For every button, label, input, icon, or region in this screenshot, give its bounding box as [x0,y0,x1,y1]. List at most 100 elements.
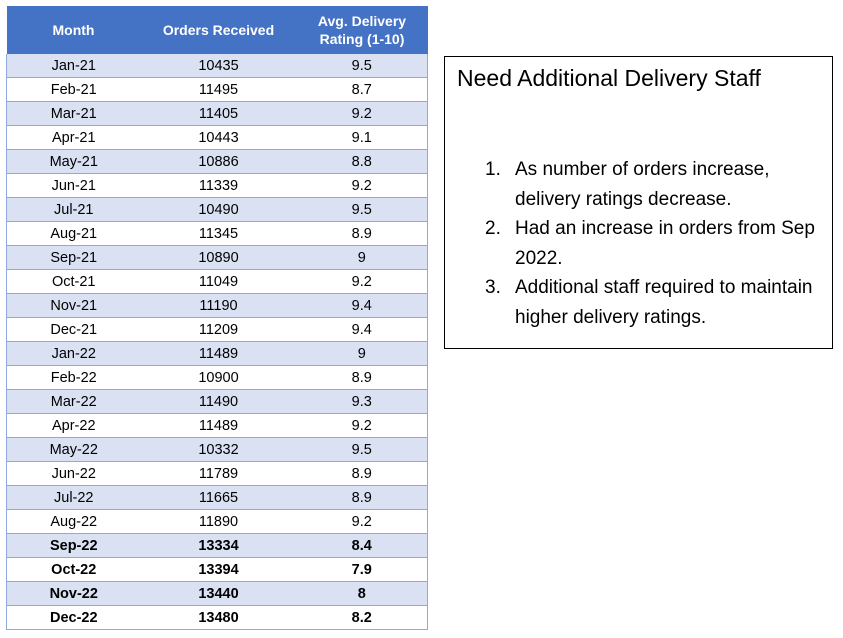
table-row: Sep-21 10890 9 [6,245,428,270]
header-rating-line1: Avg. Delivery [317,13,407,29]
cell-rating: 8.8 [296,149,428,174]
cell-month: Jan-21 [6,54,141,78]
header-orders: Orders Received [140,6,297,54]
header-row: Month Orders Received Avg. Delivery Rati… [6,6,428,54]
cell-month: Jul-22 [6,485,141,510]
cell-month: Oct-21 [6,269,141,294]
cell-orders: 13480 [140,605,297,630]
cell-orders: 11190 [140,293,297,318]
cell-rating: 9 [296,245,428,270]
cell-month: Apr-22 [6,413,141,438]
cell-orders: 10332 [140,437,297,462]
table-row: Oct-22 13394 7.9 [6,557,428,582]
cell-month: Jun-22 [6,461,141,486]
cell-month: Sep-22 [6,533,141,558]
table-row: Jul-21 10490 9.5 [6,197,428,222]
cell-month: Nov-21 [6,293,141,318]
cell-orders: 11209 [140,317,297,342]
cell-rating: 8 [296,581,428,606]
cell-orders: 11345 [140,221,297,246]
note-item-number: 3. [485,277,501,298]
note-item-number: 2. [485,218,501,239]
cell-rating: 9.2 [296,413,428,438]
cell-rating: 9.2 [296,509,428,534]
cell-month: Feb-21 [6,77,141,102]
table-row: Nov-22 13440 8 [6,581,428,606]
cell-month: Nov-22 [6,581,141,606]
cell-orders: 10886 [140,149,297,174]
cell-month: Aug-21 [6,221,141,246]
cell-rating: 9.4 [296,293,428,318]
cell-orders: 10490 [140,197,297,222]
note-item-text: As number of orders increase, delivery r… [515,159,770,210]
table-row: Sep-22 13334 8.4 [6,533,428,558]
header-rating: Avg. Delivery Rating (1-10) [296,6,428,54]
orders-table: Month Orders Received Avg. Delivery Rati… [6,6,428,630]
cell-month: Jun-21 [6,173,141,198]
table-row: Jun-22 11789 8.9 [6,461,428,486]
cell-rating: 9.5 [296,54,428,78]
cell-month: May-21 [6,149,141,174]
cell-rating: 8.2 [296,605,428,630]
note-item: 1. As number of orders increase, delivery… [485,155,825,214]
table-row: Mar-22 11490 9.3 [6,389,428,414]
cell-orders: 13440 [140,581,297,606]
cell-rating: 7.9 [296,557,428,582]
cell-month: Dec-21 [6,317,141,342]
table-row: Apr-22 11489 9.2 [6,413,428,438]
cell-orders: 13394 [140,557,297,582]
cell-orders: 13334 [140,533,297,558]
table-header: Month Orders Received Avg. Delivery Rati… [6,6,428,54]
cell-month: Jul-21 [6,197,141,222]
cell-month: Aug-22 [6,509,141,534]
note-item: 2. Had an increase in orders from Sep 202… [485,214,825,273]
table-row: Dec-22 13480 8.2 [6,605,428,630]
table-row: Feb-22 10900 8.9 [6,365,428,390]
table-row: Nov-21 11190 9.4 [6,293,428,318]
cell-rating: 9.3 [296,389,428,414]
cell-month: Mar-22 [6,389,141,414]
note-list: 1. As number of orders increase, delivery… [485,155,825,332]
table-row: Oct-21 11049 9.2 [6,269,428,294]
cell-orders: 11665 [140,485,297,510]
cell-rating: 9 [296,341,428,366]
header-rating-line2: Rating (1-10) [319,31,405,47]
table-row: Jul-22 11665 8.9 [6,485,428,510]
table-body: Jan-21 10435 9.5 Feb-21 11495 8.7 Mar-21 11405 9… [6,54,428,630]
note-item-text: Had an increase in orders from Sep 2022. [515,218,815,269]
cell-rating: 8.9 [296,485,428,510]
cell-month: Mar-21 [6,101,141,126]
table-row: Aug-21 11345 8.9 [6,221,428,246]
table-row: Dec-21 11209 9.4 [6,317,428,342]
cell-rating: 9.2 [296,173,428,198]
cell-orders: 11890 [140,509,297,534]
cell-orders: 11489 [140,341,297,366]
cell-orders: 11495 [140,77,297,102]
note-item: 3. Additional staff required to maintain … [485,273,825,332]
note-title: Need Additional Delivery Staff [457,65,761,91]
cell-orders: 10435 [140,54,297,78]
cell-orders: 11489 [140,413,297,438]
table-row: May-22 10332 9.5 [6,437,428,462]
cell-orders: 10900 [140,365,297,390]
cell-rating: 9.2 [296,101,428,126]
table-row: Apr-21 10443 9.1 [6,125,428,150]
cell-month: May-22 [6,437,141,462]
cell-month: Feb-22 [6,365,141,390]
table-row: Jan-22 11489 9 [6,341,428,366]
cell-rating: 8.4 [296,533,428,558]
cell-rating: 9.2 [296,269,428,294]
note-item-number: 1. [485,159,501,180]
cell-rating: 9.1 [296,125,428,150]
cell-rating: 8.9 [296,461,428,486]
cell-month: Dec-22 [6,605,141,630]
cell-rating: 8.7 [296,77,428,102]
cell-orders: 11405 [140,101,297,126]
cell-month: Oct-22 [6,557,141,582]
cell-rating: 9.4 [296,317,428,342]
header-month: Month [6,6,141,54]
cell-month: Jan-22 [6,341,141,366]
table-row: Jan-21 10435 9.5 [6,54,428,78]
cell-orders: 11490 [140,389,297,414]
cell-orders: 11049 [140,269,297,294]
